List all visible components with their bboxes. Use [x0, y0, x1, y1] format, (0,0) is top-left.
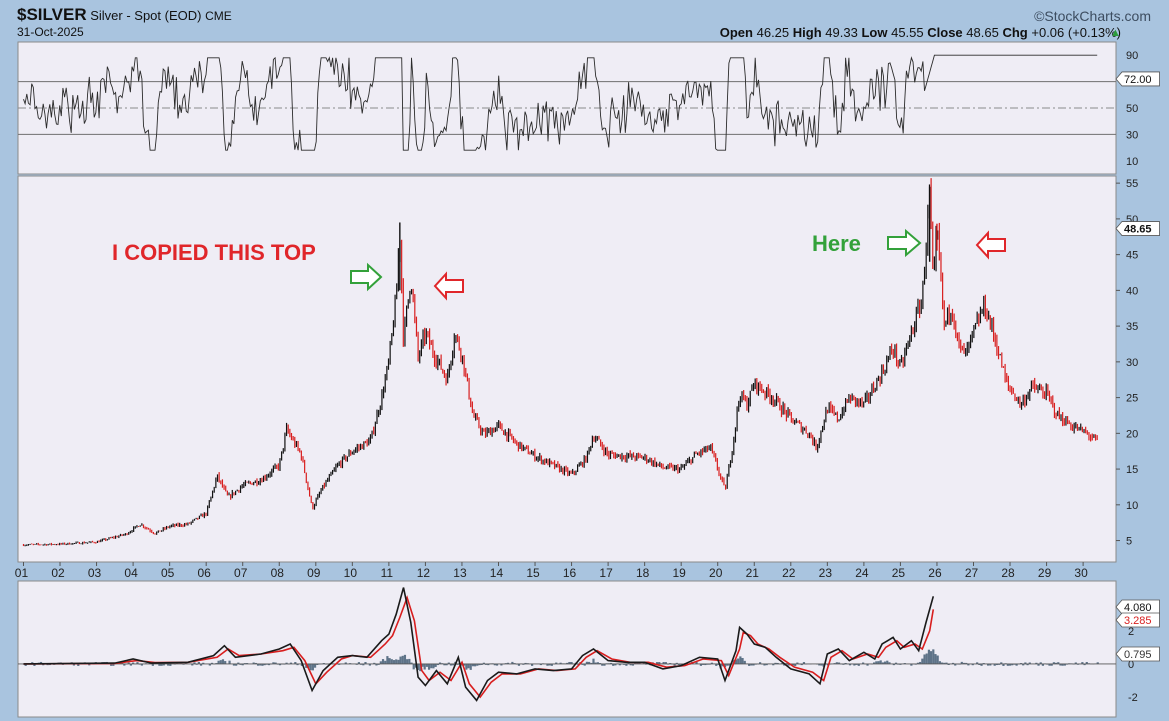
macd-macd-line: [23, 587, 935, 702]
x-tick-label: 19: [673, 566, 687, 580]
x-tick-label: 29: [1038, 566, 1052, 580]
ohlc-readout: Open 46.25 High 49.33 Low 45.55 Close 48…: [720, 25, 1121, 40]
x-tick-label: 14: [490, 566, 504, 580]
macd-tick-label: 2: [1128, 626, 1134, 638]
chg-value: +0.06 (+0.13%): [1031, 25, 1121, 40]
price-tick-label: 20: [1126, 428, 1138, 440]
x-tick-label: 11: [381, 566, 394, 580]
x-tick-label: 03: [88, 566, 102, 580]
x-tick-label: 15: [526, 566, 540, 580]
price-tick-label: 40: [1126, 285, 1138, 297]
x-tick-label: 22: [782, 566, 796, 580]
rsi-tick-label: 50: [1126, 103, 1138, 115]
x-tick-label: 27: [965, 566, 979, 580]
x-tick-label: 09: [307, 566, 321, 580]
red-arrow-left-icon: [975, 230, 1006, 260]
chart-date: 31-Oct-2025: [17, 25, 84, 39]
low-label: Low: [861, 25, 888, 40]
close-value: 48.65: [966, 25, 999, 40]
x-tick-label: 04: [124, 566, 138, 580]
price-tick-label: 25: [1126, 393, 1138, 405]
open-value: 46.25: [756, 25, 790, 40]
exchange: CME: [205, 9, 232, 23]
signal-last-value: 3.285: [1124, 615, 1152, 627]
x-tick-label: 20: [709, 566, 723, 580]
symbol: $SILVER: [17, 5, 87, 24]
macd-tick-label: -2: [1128, 692, 1138, 704]
x-tick-label: 12: [417, 566, 431, 580]
hist-last-value-box: [1115, 646, 1160, 662]
x-tick-label: 21: [746, 566, 760, 580]
hist-last-value: 0.795: [1124, 649, 1152, 661]
price-last-value-box: [1115, 221, 1160, 236]
x-tick-label: 24: [855, 566, 869, 580]
rsi-tick-label: 10: [1126, 156, 1138, 168]
chg-label: Chg: [1002, 25, 1028, 40]
price-tick-label: 5: [1126, 536, 1132, 548]
x-tick-label: 01: [15, 566, 29, 580]
close-label: Close: [927, 25, 963, 40]
green-arrow-right-icon: [350, 262, 383, 292]
macd-panel: [17, 580, 1117, 718]
macd-last-value: 4.080: [1124, 602, 1152, 614]
instrument-name: Silver - Spot (EOD): [90, 8, 202, 23]
axis-layer: 9070503010555045403530252015105010203040…: [15, 50, 1160, 704]
price-tick-label: 55: [1126, 178, 1138, 190]
chart-header: $SILVER Silver - Spot (EOD) CME: [17, 5, 232, 25]
price-tick-label: 10: [1126, 500, 1138, 512]
macd-last-value-box: [1115, 599, 1160, 615]
x-tick-label: 02: [51, 566, 65, 580]
x-tick-label: 28: [1001, 566, 1015, 580]
annotation-right-text: Here: [812, 231, 861, 256]
macd-tick-label: 0: [1128, 659, 1134, 671]
x-tick-label: 10: [344, 566, 358, 580]
chg-up-icon: ▲: [1110, 27, 1121, 39]
price-tick-label: 30: [1126, 357, 1138, 369]
annotation-left-text: I COPIED THIS TOP: [112, 240, 316, 265]
price-tick-label: 15: [1126, 464, 1138, 476]
open-label: Open: [719, 25, 753, 40]
x-tick-label: 23: [819, 566, 833, 580]
x-tick-label: 05: [161, 566, 175, 580]
x-tick-label: 30: [1074, 566, 1088, 580]
x-tick-label: 13: [453, 566, 467, 580]
x-tick-label: 07: [234, 566, 248, 580]
x-tick-label: 18: [636, 566, 650, 580]
rsi-last-value: 72.00: [1124, 74, 1152, 86]
price-tick-label: 35: [1126, 321, 1138, 333]
brand-logo: ©StockCharts.com: [1034, 8, 1151, 24]
x-tick-label: 16: [563, 566, 577, 580]
high-value: 49.33: [825, 25, 858, 40]
price-panel: [17, 175, 1117, 563]
rsi-layer: [18, 54, 1116, 151]
rsi-tick-label: 30: [1126, 129, 1138, 141]
x-tick-label: 25: [892, 566, 906, 580]
signal-last-value-box: [1115, 612, 1160, 628]
rsi-tick-label: 90: [1126, 50, 1138, 62]
price-layer: [22, 178, 1098, 547]
price-tick-label: 45: [1126, 250, 1138, 262]
rsi-last-value-box: [1115, 71, 1160, 87]
macd-layer: [18, 587, 1116, 702]
price-last-value: 48.65: [1124, 224, 1152, 236]
rsi-line: [23, 54, 1098, 151]
x-tick-label: 17: [599, 566, 613, 580]
x-tick-label: 08: [271, 566, 285, 580]
x-tick-label: 06: [197, 566, 211, 580]
low-value: 45.55: [891, 25, 924, 40]
high-label: High: [792, 25, 822, 40]
red-arrow-left-icon: [433, 271, 464, 301]
x-tick-label: 26: [928, 566, 942, 580]
green-arrow-right-icon: [887, 228, 922, 258]
